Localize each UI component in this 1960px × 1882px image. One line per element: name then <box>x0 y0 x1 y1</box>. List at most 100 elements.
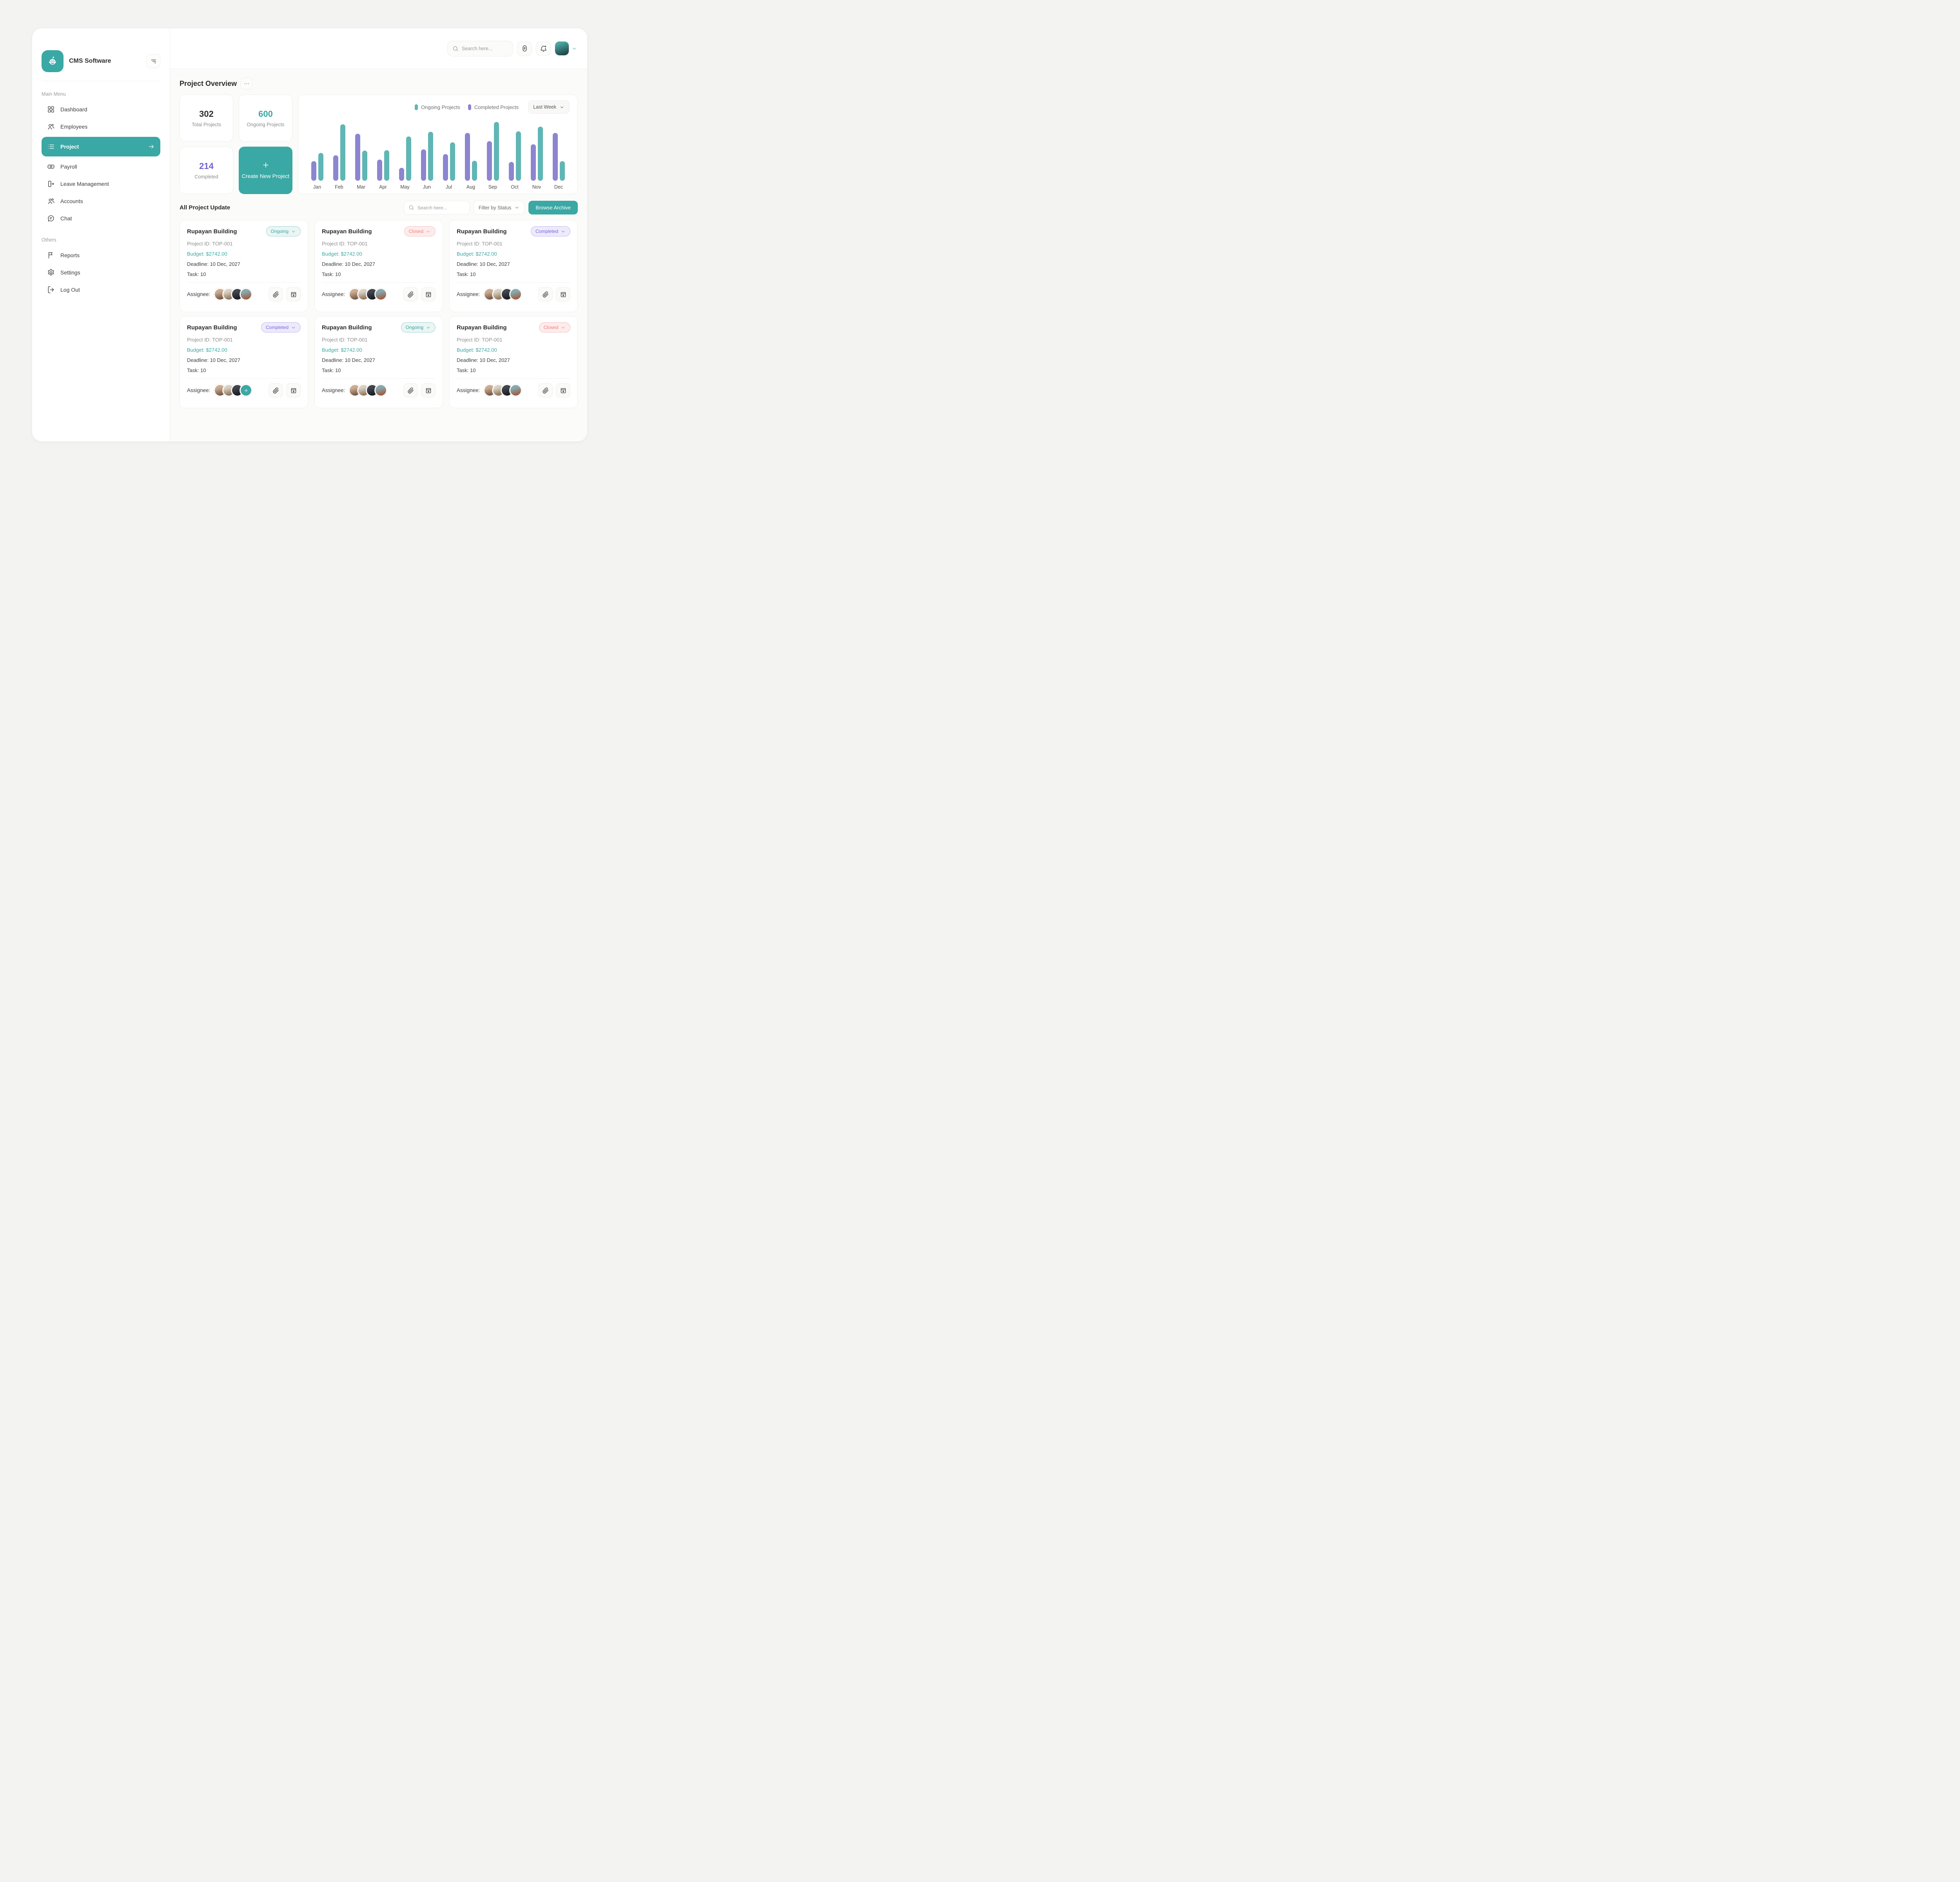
status-label: Completed <box>265 325 289 330</box>
archive-button[interactable] <box>556 383 570 398</box>
project-id-value: TOP-001 <box>212 337 233 343</box>
document-icon <box>521 45 528 52</box>
chevron-down-icon <box>559 105 564 110</box>
attachment-button[interactable] <box>403 287 418 302</box>
deadline-row: Deadline: 10 Dec, 2027 <box>322 357 436 363</box>
legend-ongoing: Ongoing Projects <box>414 104 460 110</box>
card-divider <box>187 378 301 379</box>
stat-ongoing-projects: 600 Ongoing Projects <box>239 94 292 142</box>
accounts-icon <box>47 197 55 205</box>
settings-icon <box>47 269 55 276</box>
profile-menu[interactable] <box>555 41 577 56</box>
sidebar-item-project[interactable]: Project <box>42 137 160 156</box>
browse-archive-button[interactable]: Browse Archive <box>528 201 578 214</box>
project-name: Rupayan Building <box>457 228 507 235</box>
create-new-project-button[interactable]: Create New Project <box>239 147 292 194</box>
bar-group-may: May <box>396 122 414 190</box>
card-divider <box>322 378 436 379</box>
attachment-button[interactable] <box>538 383 553 398</box>
filter-by-status-select[interactable]: Filter by Status <box>474 201 525 214</box>
bar-group-feb: Feb <box>330 122 348 190</box>
archive-button[interactable] <box>556 287 570 302</box>
archive-button[interactable] <box>286 383 301 398</box>
project-name: Rupayan Building <box>187 228 237 235</box>
attachment-button[interactable] <box>538 287 553 302</box>
archive-button[interactable] <box>421 287 436 302</box>
project-name: Rupayan Building <box>187 324 237 331</box>
task-row: Task: 10 <box>457 367 570 373</box>
stat-value: 302 <box>199 109 214 119</box>
budget-row: Budget: $2742.00 <box>457 251 570 257</box>
sort-lines-icon <box>150 58 157 65</box>
sidebar-collapse-button[interactable] <box>146 54 160 68</box>
search-icon <box>452 45 459 52</box>
sidebar-item-dashboard[interactable]: Dashboard <box>42 101 160 118</box>
budget-label: Budget: <box>187 251 205 257</box>
month-label: Jan <box>313 184 321 190</box>
attachment-button[interactable] <box>269 287 283 302</box>
sidebar-item-log-out[interactable]: Log Out <box>42 281 160 298</box>
status-badge[interactable]: Ongoing <box>401 322 436 332</box>
archive-box-icon <box>426 388 431 393</box>
stat-value: 214 <box>199 161 214 171</box>
month-label: Jun <box>423 184 431 190</box>
status-badge[interactable]: Ongoing <box>266 226 301 236</box>
bar-group-sep: Sep <box>484 122 501 190</box>
sidebar-item-payroll[interactable]: Payroll <box>42 158 160 175</box>
budget-value: $2742.00 <box>206 347 227 353</box>
bar-group-jul: Jul <box>440 122 457 190</box>
deadline-label: Deadline: <box>322 357 343 363</box>
sidebar-item-reports[interactable]: Reports <box>42 247 160 264</box>
task-value: 10 <box>200 271 206 277</box>
add-assignee-button[interactable] <box>240 384 252 396</box>
deadline-label: Deadline: <box>187 357 209 363</box>
assignee-label: Assignee: <box>187 387 211 393</box>
completed-bar-may <box>399 168 404 181</box>
sidebar-item-leave-management[interactable]: Leave Management <box>42 175 160 193</box>
sidebar-item-label: Settings <box>60 269 80 276</box>
status-badge[interactable]: Completed <box>261 322 301 332</box>
chevron-down-icon <box>572 46 577 51</box>
leave-icon <box>47 180 55 188</box>
archive-button[interactable] <box>421 383 436 398</box>
sidebar-item-chat[interactable]: Chat <box>42 210 160 227</box>
bell-icon <box>540 45 547 52</box>
completed-bar-jun <box>421 149 426 181</box>
deadline-row: Deadline: 10 Dec, 2027 <box>457 261 570 267</box>
project-id-label: Project ID: <box>187 241 211 247</box>
status-badge[interactable]: Closed <box>539 322 570 332</box>
notifications-button[interactable] <box>536 41 551 56</box>
sidebar-item-accounts[interactable]: Accounts <box>42 193 160 210</box>
budget-row: Budget: $2742.00 <box>187 251 301 257</box>
project-name: Rupayan Building <box>322 324 372 331</box>
deadline-value: 10 Dec, 2027 <box>479 261 510 267</box>
search-input[interactable] <box>462 45 508 51</box>
status-badge[interactable]: Closed <box>404 226 436 236</box>
attachment-button[interactable] <box>403 383 418 398</box>
chart-range-select[interactable]: Last Week <box>528 100 570 114</box>
task-value: 10 <box>335 271 341 277</box>
archive-button[interactable] <box>286 287 301 302</box>
project-card: Rupayan Building Ongoing Project ID: TOP… <box>314 316 443 408</box>
app-title: CMS Software <box>69 58 111 64</box>
status-badge[interactable]: Completed <box>530 226 570 236</box>
month-label: Feb <box>335 184 343 190</box>
attachment-button[interactable] <box>269 383 283 398</box>
projects-search-input[interactable] <box>417 205 465 211</box>
overview-more-button[interactable] <box>241 78 253 89</box>
assignee-label: Assignee: <box>457 291 480 297</box>
assignee-label: Assignee: <box>457 387 480 393</box>
deadline-value: 10 Dec, 2027 <box>345 357 375 363</box>
notes-button[interactable] <box>517 41 532 56</box>
archive-box-icon <box>291 388 296 393</box>
sidebar-item-settings[interactable]: Settings <box>42 264 160 281</box>
assignee-avatars <box>214 384 252 396</box>
status-label: Ongoing <box>405 325 423 330</box>
deadline-label: Deadline: <box>322 261 343 267</box>
bar-group-dec: Dec <box>550 122 567 190</box>
assignee-avatar <box>510 384 522 396</box>
budget-value: $2742.00 <box>206 251 227 257</box>
ongoing-bar-jul <box>450 142 455 181</box>
sidebar-item-employees[interactable]: Employees <box>42 118 160 135</box>
ongoing-bar-jan <box>318 153 323 181</box>
